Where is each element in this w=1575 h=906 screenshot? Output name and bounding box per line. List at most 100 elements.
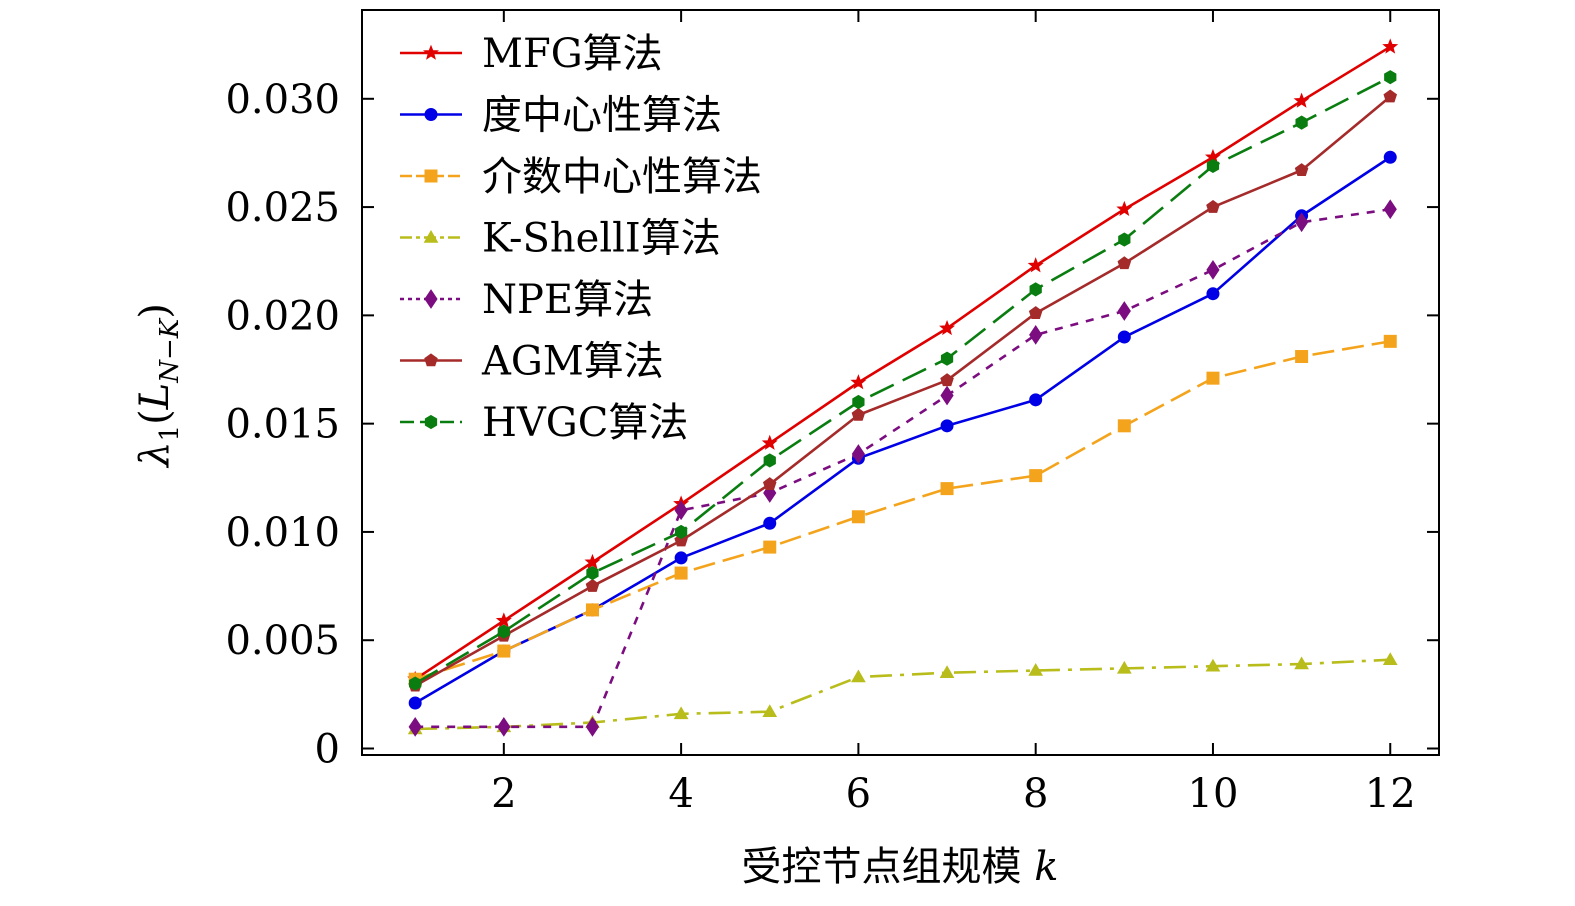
series-line — [414, 45, 1391, 681]
legend-marker — [423, 230, 439, 243]
data-point — [585, 603, 599, 617]
legend-label: 度中心性算法 — [482, 93, 722, 139]
data-point — [1383, 199, 1397, 220]
data-point — [1206, 371, 1220, 385]
legend-marker — [424, 414, 438, 430]
legend-marker — [424, 108, 438, 121]
data-point — [1206, 199, 1220, 213]
data-point — [1117, 330, 1131, 344]
data-point — [1382, 652, 1398, 665]
data-point — [940, 385, 954, 406]
data-point — [1029, 324, 1043, 345]
series-line — [414, 156, 1391, 705]
legend-entry: K-ShellI算法 — [400, 216, 721, 262]
data-point — [1383, 89, 1398, 103]
plot-frame — [361, 9, 1440, 756]
x-tick-label: 4 — [668, 771, 693, 817]
data-point — [1029, 393, 1043, 407]
data-point — [939, 319, 956, 336]
data-point — [762, 704, 778, 717]
y-tick-label: 0.010 — [225, 510, 340, 556]
series-3 — [407, 652, 1398, 735]
series-line — [414, 340, 1391, 681]
data-point — [497, 644, 511, 658]
legend-entry: AGM算法 — [400, 339, 664, 385]
data-point — [1205, 658, 1221, 672]
data-point — [940, 482, 954, 496]
data-point — [763, 540, 777, 554]
x-axis-label: 受控节点组规模 k — [742, 844, 1059, 890]
data-point — [940, 419, 954, 433]
plot-border — [361, 9, 1440, 756]
y-tick-label: 0 — [315, 727, 340, 773]
data-point — [585, 716, 600, 737]
legend-entry: 介数中心性算法 — [400, 154, 762, 200]
data-point — [1029, 469, 1043, 483]
data-point — [851, 510, 865, 524]
series-line — [415, 207, 1391, 729]
legend-entry: 度中心性算法 — [400, 93, 722, 139]
series-2 — [408, 334, 1397, 686]
data-point — [1028, 663, 1044, 676]
data-point — [497, 716, 511, 737]
x-tick-label: 8 — [1023, 771, 1048, 817]
data-point — [586, 566, 599, 581]
data-point — [1384, 70, 1397, 85]
data-point — [1029, 282, 1042, 297]
legend-label: NPE算法 — [482, 277, 653, 323]
y-tick-label: 0.025 — [225, 185, 340, 231]
legend-label: AGM算法 — [481, 339, 664, 385]
data-point — [763, 453, 776, 468]
data-point — [1206, 259, 1220, 280]
legend-label: MFG算法 — [482, 31, 663, 77]
data-point — [1295, 212, 1309, 233]
legend-marker — [423, 44, 439, 60]
legend-marker — [424, 289, 438, 309]
data-point — [851, 407, 866, 421]
data-point — [852, 394, 865, 410]
series-layer — [407, 38, 1399, 737]
series-line — [414, 75, 1391, 685]
series-5 — [408, 89, 1398, 692]
data-point — [674, 500, 688, 521]
data-point — [1294, 656, 1309, 670]
y-tick-label: 0.005 — [225, 618, 340, 664]
data-point — [1383, 150, 1397, 164]
y-tick-label: 0.030 — [225, 77, 340, 123]
data-point — [1117, 419, 1131, 433]
data-point — [850, 374, 867, 390]
data-point — [1382, 38, 1399, 54]
data-point — [1293, 92, 1310, 108]
legend-label: 介数中心性算法 — [482, 154, 762, 200]
data-point — [497, 624, 510, 639]
series-line — [415, 658, 1391, 731]
data-point — [1028, 306, 1043, 319]
data-point — [408, 696, 422, 710]
data-point — [851, 669, 866, 683]
data-point — [1295, 115, 1308, 130]
data-point — [940, 373, 954, 387]
data-point — [674, 551, 688, 565]
data-point — [409, 676, 422, 691]
data-point — [495, 612, 512, 628]
data-point — [1206, 158, 1220, 174]
data-point — [1118, 232, 1131, 247]
legend-marker — [424, 353, 438, 367]
legend-entry: MFG算法 — [400, 31, 663, 77]
legend-label: HVGC算法 — [482, 400, 688, 446]
data-point — [1295, 350, 1309, 364]
data-point — [1117, 301, 1131, 321]
data-point — [1206, 287, 1220, 301]
legend-marker — [424, 169, 438, 183]
x-tick-label: 2 — [491, 771, 516, 817]
data-point — [1116, 660, 1132, 674]
data-point — [761, 434, 778, 450]
data-point — [1294, 163, 1309, 177]
y-tick-label: 0.015 — [225, 402, 340, 448]
y-axis: 0 0.005 0.010 0.015 0.020 0.025 0.030 — [225, 77, 1439, 773]
y-axis-label: λ1(LN−K) — [132, 303, 185, 469]
data-point — [763, 516, 777, 530]
legend-label: K-ShellI算法 — [482, 216, 721, 262]
